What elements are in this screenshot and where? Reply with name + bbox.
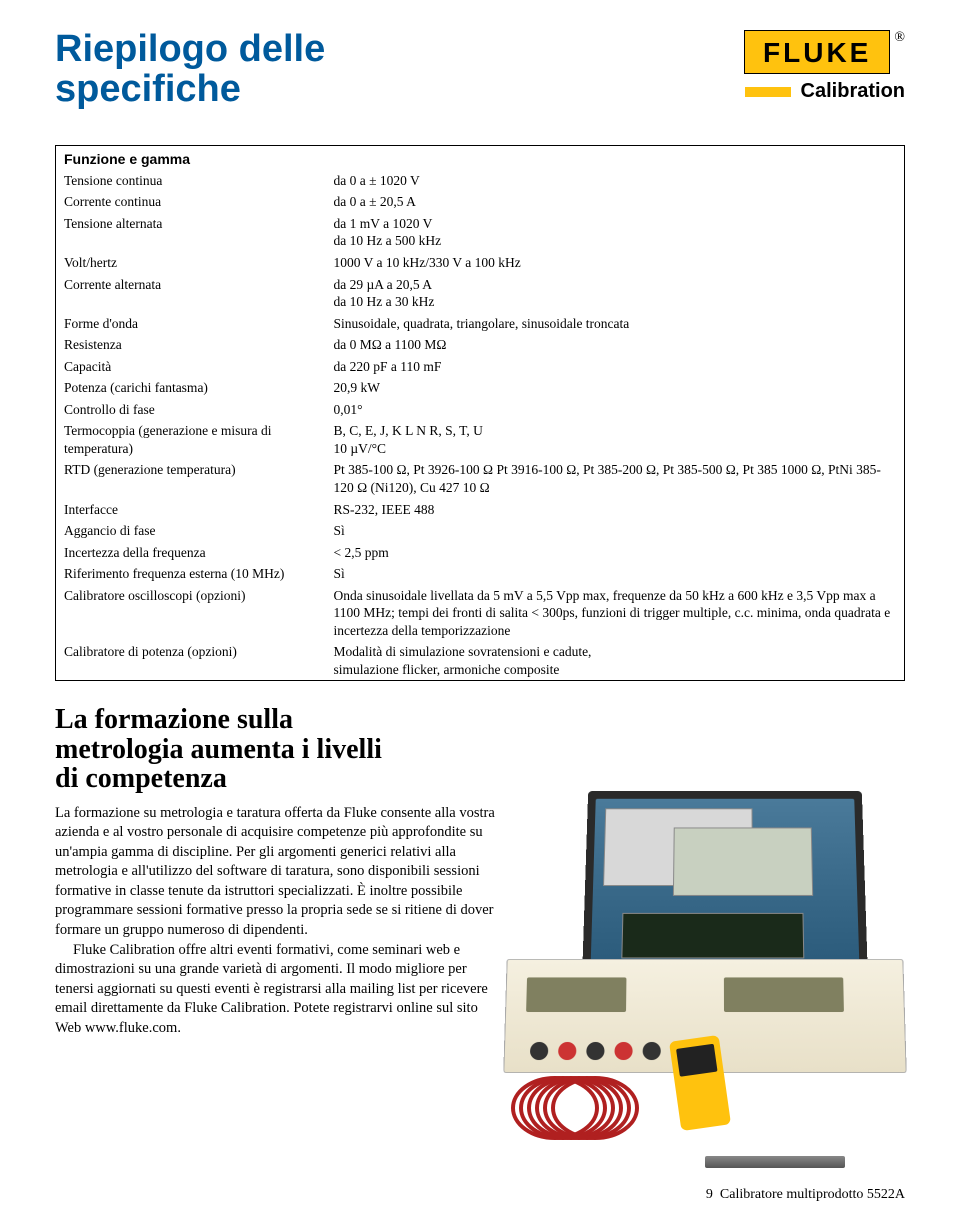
spec-label: Riferimento frequenza esterna (10 MHz) bbox=[56, 563, 326, 585]
spec-value: Onda sinusoidale livellata da 5 mV a 5,5… bbox=[326, 585, 905, 642]
spec-value: 1000 V a 10 kHz/330 V a 100 kHz bbox=[326, 252, 905, 274]
spec-label: Termocoppia (generazione e misura di tem… bbox=[56, 420, 326, 459]
spec-value: da 0 a ± 1020 V bbox=[326, 170, 905, 192]
subbrand-row: Calibration bbox=[744, 80, 905, 103]
spec-label: Corrente continua bbox=[56, 191, 326, 213]
spec-value: Sì bbox=[326, 520, 905, 542]
spec-label: Calibratore oscilloscopi (opzioni) bbox=[56, 585, 326, 642]
section-heading: La formazione sulla metrologia aumenta i… bbox=[55, 705, 905, 793]
calibrator-display-left bbox=[526, 977, 626, 1012]
footer-product: Calibratore multiprodotto 5522A bbox=[720, 1187, 905, 1202]
screen-window-2 bbox=[673, 827, 813, 895]
page-footer: 9 Calibratore multiprodotto 5522A bbox=[706, 1187, 905, 1203]
spec-label: Incertezza della frequenza bbox=[56, 542, 326, 564]
accent-bar bbox=[745, 87, 791, 97]
table-row: Resistenzada 0 MΩ a 1100 MΩ bbox=[56, 334, 905, 356]
spec-label: Corrente alternata bbox=[56, 274, 326, 313]
spec-label: Volt/hertz bbox=[56, 252, 326, 274]
table-row: Volt/hertz1000 V a 10 kHz/330 V a 100 kH… bbox=[56, 252, 905, 274]
base-plate bbox=[705, 1156, 845, 1168]
paragraph-2: Fluke Calibration offre altri eventi for… bbox=[55, 941, 505, 1039]
spec-label: Interfacce bbox=[56, 499, 326, 521]
page-title: Riepilogo delle specifiche bbox=[55, 30, 325, 110]
spec-value: 20,9 kW bbox=[326, 377, 905, 399]
page: Riepilogo delle specifiche FLUKE ® Calibr… bbox=[0, 0, 960, 1223]
table-row: Corrente alternatada 29 µA a 20,5 A da 1… bbox=[56, 274, 905, 313]
spec-value: da 0 a ± 20,5 A bbox=[326, 191, 905, 213]
page-number: 9 bbox=[706, 1187, 713, 1202]
table-row: Corrente continuada 0 a ± 20,5 A bbox=[56, 191, 905, 213]
spec-label: RTD (generazione temperatura) bbox=[56, 459, 326, 498]
spec-label: Tensione alternata bbox=[56, 213, 326, 252]
spec-label: Resistenza bbox=[56, 334, 326, 356]
table-heading: Funzione e gamma bbox=[56, 145, 905, 170]
table-row: Capacitàda 220 pF a 110 mF bbox=[56, 356, 905, 378]
section-heading-l2: metrologia aumenta i livelli bbox=[55, 734, 382, 765]
spec-label: Forme d'onda bbox=[56, 313, 326, 335]
spec-value: da 220 pF a 110 mF bbox=[326, 356, 905, 378]
registered-mark: ® bbox=[894, 30, 905, 45]
spec-table: Funzione e gamma Tensione continuada 0 a… bbox=[55, 145, 905, 682]
spec-value: Pt 385-100 Ω, Pt 3926-100 Ω Pt 3916-100 … bbox=[326, 459, 905, 498]
spec-value: B, C, E, J, K L N R, S, T, U 10 µV/°C bbox=[326, 420, 905, 459]
table-row: Riferimento frequenza esterna (10 MHz)Sì bbox=[56, 563, 905, 585]
paragraph-1: La formazione su metrologia e taratura o… bbox=[55, 804, 505, 941]
brand-logo: FLUKE ® Calibration bbox=[744, 30, 905, 103]
spec-value: da 0 MΩ a 1100 MΩ bbox=[326, 334, 905, 356]
spec-value: Modalità di simulazione sovratensioni e … bbox=[326, 641, 905, 681]
table-row: Tensione continuada 0 a ± 1020 V bbox=[56, 170, 905, 192]
spec-value: < 2,5 ppm bbox=[326, 542, 905, 564]
title-line-1: Riepilogo delle bbox=[55, 28, 325, 70]
current-coil bbox=[505, 1048, 685, 1158]
header: Riepilogo delle specifiche FLUKE ® Calibr… bbox=[55, 30, 905, 110]
laptop-screen bbox=[591, 799, 860, 969]
title-line-2: specifiche bbox=[55, 68, 241, 110]
table-row: Calibratore oscilloscopi (opzioni)Onda s… bbox=[56, 585, 905, 642]
body-text: La formazione su metrologia e taratura o… bbox=[55, 804, 505, 1039]
table-row: Potenza (carichi fantasma)20,9 kW bbox=[56, 377, 905, 399]
spec-value: da 1 mV a 1020 V da 10 Hz a 500 kHz bbox=[326, 213, 905, 252]
table-row: InterfacceRS-232, IEEE 488 bbox=[56, 499, 905, 521]
spec-value: Sinusoidale, quadrata, triangolare, sinu… bbox=[326, 313, 905, 335]
screen-window-3 bbox=[621, 913, 804, 959]
spec-label: Tensione continua bbox=[56, 170, 326, 192]
fluke-wordmark: FLUKE bbox=[744, 30, 890, 74]
spec-label: Potenza (carichi fantasma) bbox=[56, 377, 326, 399]
spec-label: Calibratore di potenza (opzioni) bbox=[56, 641, 326, 681]
table-row: Aggancio di faseSì bbox=[56, 520, 905, 542]
spec-value: da 29 µA a 20,5 A da 10 Hz a 30 kHz bbox=[326, 274, 905, 313]
table-row: Termocoppia (generazione e misura di tem… bbox=[56, 420, 905, 459]
spec-label: Controllo di fase bbox=[56, 399, 326, 421]
spec-value: 0,01° bbox=[326, 399, 905, 421]
spec-label: Capacità bbox=[56, 356, 326, 378]
table-row: RTD (generazione temperatura)Pt 385-100 … bbox=[56, 459, 905, 498]
table-row: Calibratore di potenza (opzioni)Modalità… bbox=[56, 641, 905, 681]
spec-label: Aggancio di fase bbox=[56, 520, 326, 542]
subbrand-text: Calibration bbox=[801, 80, 905, 103]
calibrator-display-right bbox=[724, 977, 844, 1012]
table-row: Tensione alternatada 1 mV a 1020 V da 10… bbox=[56, 213, 905, 252]
table-row: Incertezza della frequenza< 2,5 ppm bbox=[56, 542, 905, 564]
spec-value: RS-232, IEEE 488 bbox=[326, 499, 905, 521]
section-heading-l1: La formazione sulla bbox=[55, 704, 293, 735]
spec-value: Sì bbox=[326, 563, 905, 585]
product-photo bbox=[475, 788, 905, 1168]
table-row: Forme d'ondaSinusoidale, quadrata, trian… bbox=[56, 313, 905, 335]
table-row: Controllo di fase0,01° bbox=[56, 399, 905, 421]
section-heading-l3: di competenza bbox=[55, 763, 227, 794]
